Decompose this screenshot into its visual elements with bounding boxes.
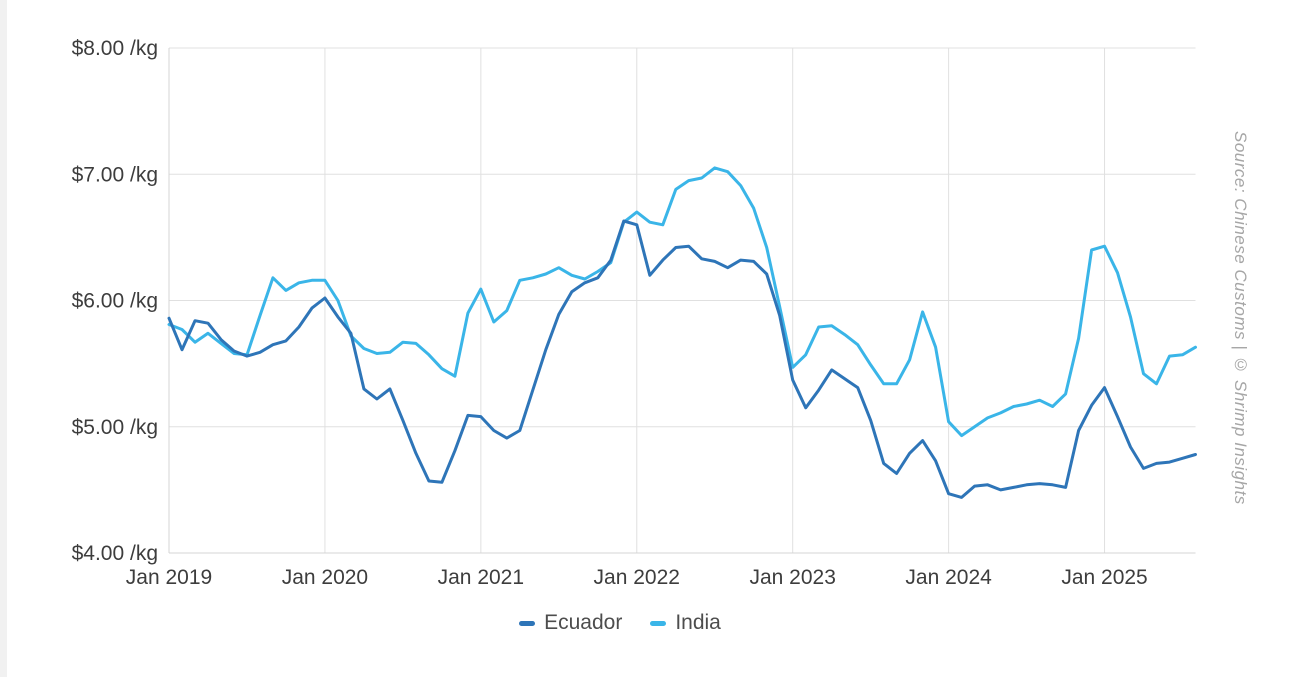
india-line <box>167 166 1197 438</box>
x-axis-label: Jan 2019 <box>126 566 212 589</box>
x-axis-label: Jan 2024 <box>905 566 992 589</box>
y-axis-label: $7.00 /kg <box>72 163 158 186</box>
ecuador-line-marker-icon <box>519 620 536 626</box>
x-axis-label: Jan 2025 <box>1061 566 1147 589</box>
legend-label-ecuador: Ecuador <box>544 611 623 634</box>
page-edge-strip <box>0 0 7 677</box>
x-axis-label: Jan 2022 <box>594 566 680 589</box>
x-axis-label: Jan 2020 <box>282 566 368 589</box>
legend-item-india[interactable]: India <box>650 611 721 635</box>
source-attribution: Source: Chinese Customs | © Shrimp Insig… <box>1231 131 1250 505</box>
chart-legend: Ecuador India <box>0 611 1240 635</box>
india-line-marker-icon <box>650 620 667 626</box>
ecuador-line <box>167 219 1197 499</box>
y-axis-label: $8.00 /kg <box>72 37 158 60</box>
x-axis-label: Jan 2023 <box>749 566 835 589</box>
legend-label-india: India <box>675 611 721 634</box>
y-axis-label: $6.00 /kg <box>72 290 158 313</box>
y-axis-label: $5.00 /kg <box>72 416 158 439</box>
x-axis-label: Jan 2021 <box>438 566 524 589</box>
y-axis-label: $4.00 /kg <box>72 542 158 565</box>
legend-item-ecuador[interactable]: Ecuador <box>519 611 622 635</box>
